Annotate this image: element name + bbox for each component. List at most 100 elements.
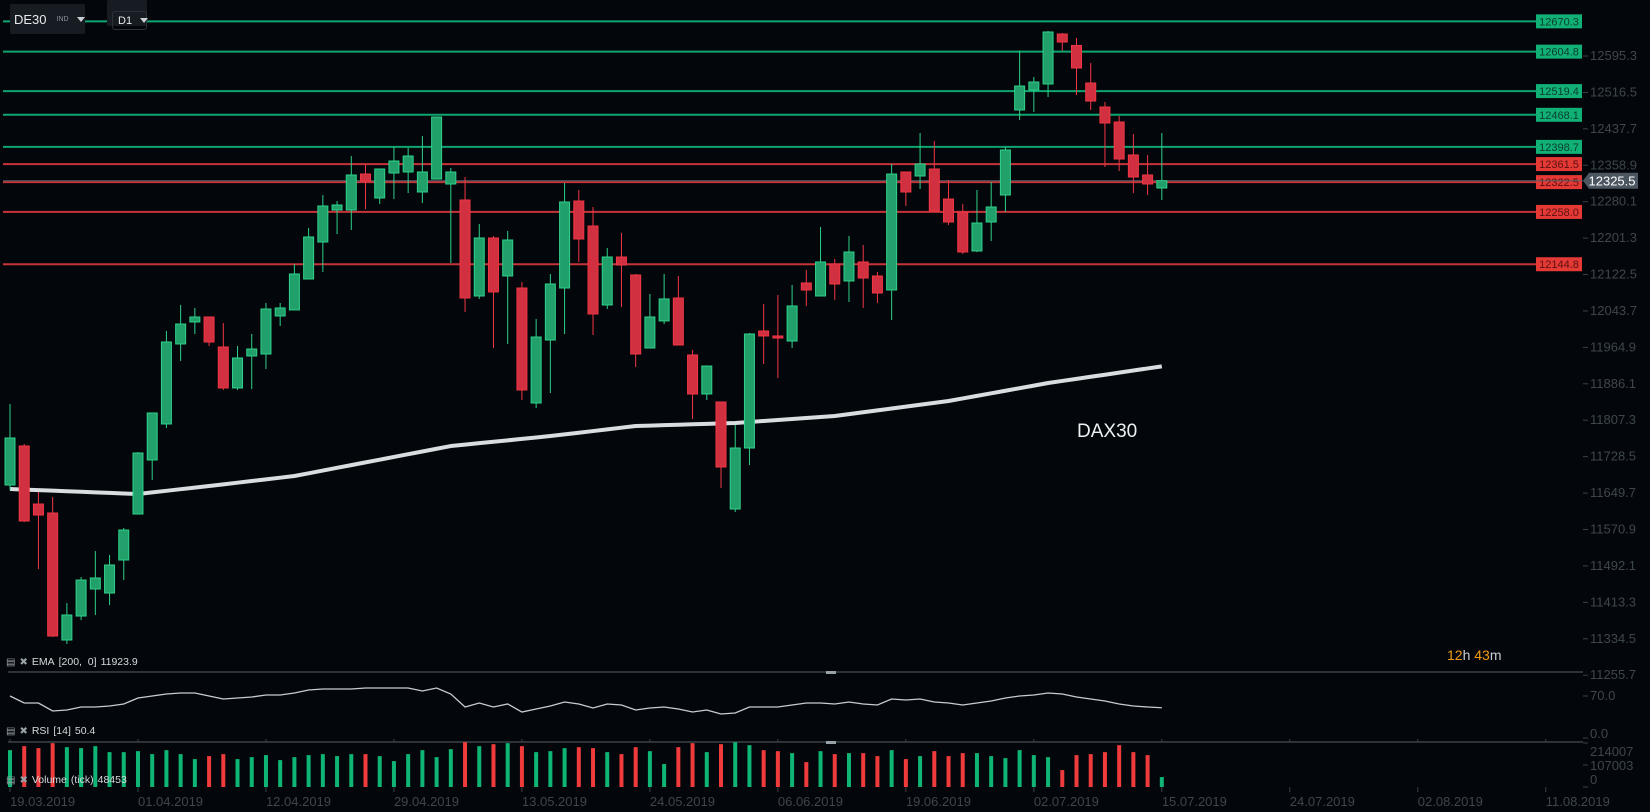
candle <box>431 116 443 180</box>
ema-200-line <box>9 364 1163 497</box>
candle-body <box>232 357 244 389</box>
candle <box>957 204 969 254</box>
price-axis-label: 12122.5 <box>1590 267 1637 282</box>
candle <box>459 177 471 312</box>
candle-body <box>644 316 656 349</box>
volume-bar <box>306 755 311 787</box>
volume-bar <box>733 742 738 787</box>
candle <box>914 133 926 189</box>
candle-body <box>1071 44 1082 69</box>
candle-body <box>786 305 798 342</box>
volume-bar <box>363 754 368 787</box>
price-level-tag <box>1536 157 1582 172</box>
countdown-hours: 12 <box>1447 647 1463 663</box>
candle <box>516 281 528 400</box>
volume-bar <box>320 754 325 787</box>
candle <box>317 195 329 273</box>
candle-body <box>47 512 59 637</box>
volume-bar <box>562 748 567 787</box>
volume-bar <box>349 754 354 787</box>
date-axis-label: 11.08.2019 <box>1546 794 1610 809</box>
price-axis-label: 11570.9 <box>1590 522 1636 537</box>
indicator-legend-rsi: ▤ ✖ RSI [14] 50.4 <box>6 725 95 737</box>
settings-menu-icon[interactable]: ▤ <box>6 656 16 668</box>
candle-body <box>118 529 130 561</box>
price-level-value: 12670.3 <box>1539 16 1579 28</box>
candle <box>1142 154 1154 196</box>
price-axis-label: 12516.5 <box>1590 84 1637 99</box>
candle-body <box>402 155 414 173</box>
candle <box>473 223 485 299</box>
price-axis-label: 12280.1 <box>1590 194 1637 209</box>
volume-bar <box>903 759 908 787</box>
candle-body <box>559 201 571 289</box>
candle <box>971 190 983 252</box>
candle-body <box>217 346 229 389</box>
rsi-axis-label: 0.0 <box>1590 726 1608 741</box>
date-axis-label: 24.07.2019 <box>1290 794 1355 809</box>
price-axis-label: 12437.7 <box>1590 121 1637 136</box>
volume-bar <box>335 756 340 787</box>
indicator-params: [14] <box>53 725 71 737</box>
candle-body <box>516 287 528 391</box>
close-icon[interactable]: ✖ <box>19 725 28 737</box>
candle <box>260 302 272 369</box>
volume-axis-label: 107003 <box>1590 758 1633 773</box>
candle-body <box>502 239 514 277</box>
volume-bar <box>548 751 553 787</box>
candle <box>715 401 727 488</box>
candle-body <box>587 225 599 315</box>
candle <box>743 332 755 466</box>
candle-body <box>175 323 187 345</box>
candle-body <box>1028 81 1040 91</box>
candle <box>360 163 371 210</box>
close-icon[interactable]: ✖ <box>19 774 28 786</box>
volume-bar <box>704 752 709 787</box>
panel-resize-handle[interactable] <box>826 741 836 744</box>
candle-body <box>303 236 315 280</box>
date-axis-label: 02.08.2019 <box>1418 794 1483 809</box>
candle <box>146 412 158 480</box>
settings-menu-icon[interactable]: ▤ <box>6 774 16 786</box>
volume-bar <box>377 756 382 787</box>
candle-body <box>687 354 699 395</box>
timeframe-dropdown[interactable]: D1 <box>112 11 149 30</box>
candle <box>4 404 16 491</box>
volume-bar <box>292 757 297 787</box>
volume-bar <box>192 759 197 787</box>
volume-bar <box>1131 752 1136 787</box>
volume-bar <box>1074 755 1079 787</box>
candle <box>132 451 144 515</box>
candle <box>729 424 741 513</box>
volume-bar <box>420 750 425 787</box>
date-axis-label: 02.07.2019 <box>1034 794 1099 809</box>
volume-bar <box>22 746 27 787</box>
price-level-tag <box>1536 84 1582 99</box>
volume-bar <box>647 751 652 787</box>
volume-bar <box>719 744 723 787</box>
price-level-tag <box>1536 257 1582 272</box>
volume-bar <box>662 764 667 787</box>
settings-menu-icon[interactable]: ▤ <box>6 725 16 737</box>
symbol-selector[interactable]: DE30 IND <box>10 4 85 34</box>
panel-resize-handle[interactable] <box>826 671 836 674</box>
volume-bar <box>861 753 866 787</box>
close-icon[interactable]: ✖ <box>19 656 28 668</box>
price-axis-label: 12595.3 <box>1590 48 1637 63</box>
volume-bar <box>775 751 780 787</box>
candle-body <box>360 173 371 182</box>
candle-body <box>886 173 898 291</box>
volume-axis-label: 214007 <box>1590 744 1633 759</box>
candle <box>232 346 244 391</box>
timeframe-selector[interactable]: D1 <box>107 0 149 30</box>
volume-bar <box>448 749 453 787</box>
candle-body <box>189 316 201 323</box>
candle-body <box>658 298 670 322</box>
candle-body <box>89 577 101 590</box>
candle <box>175 304 187 361</box>
volume-bar <box>150 754 155 787</box>
candle-body <box>288 273 300 311</box>
countdown-minutes: 43 <box>1474 647 1490 663</box>
volume-bar <box>619 754 624 787</box>
